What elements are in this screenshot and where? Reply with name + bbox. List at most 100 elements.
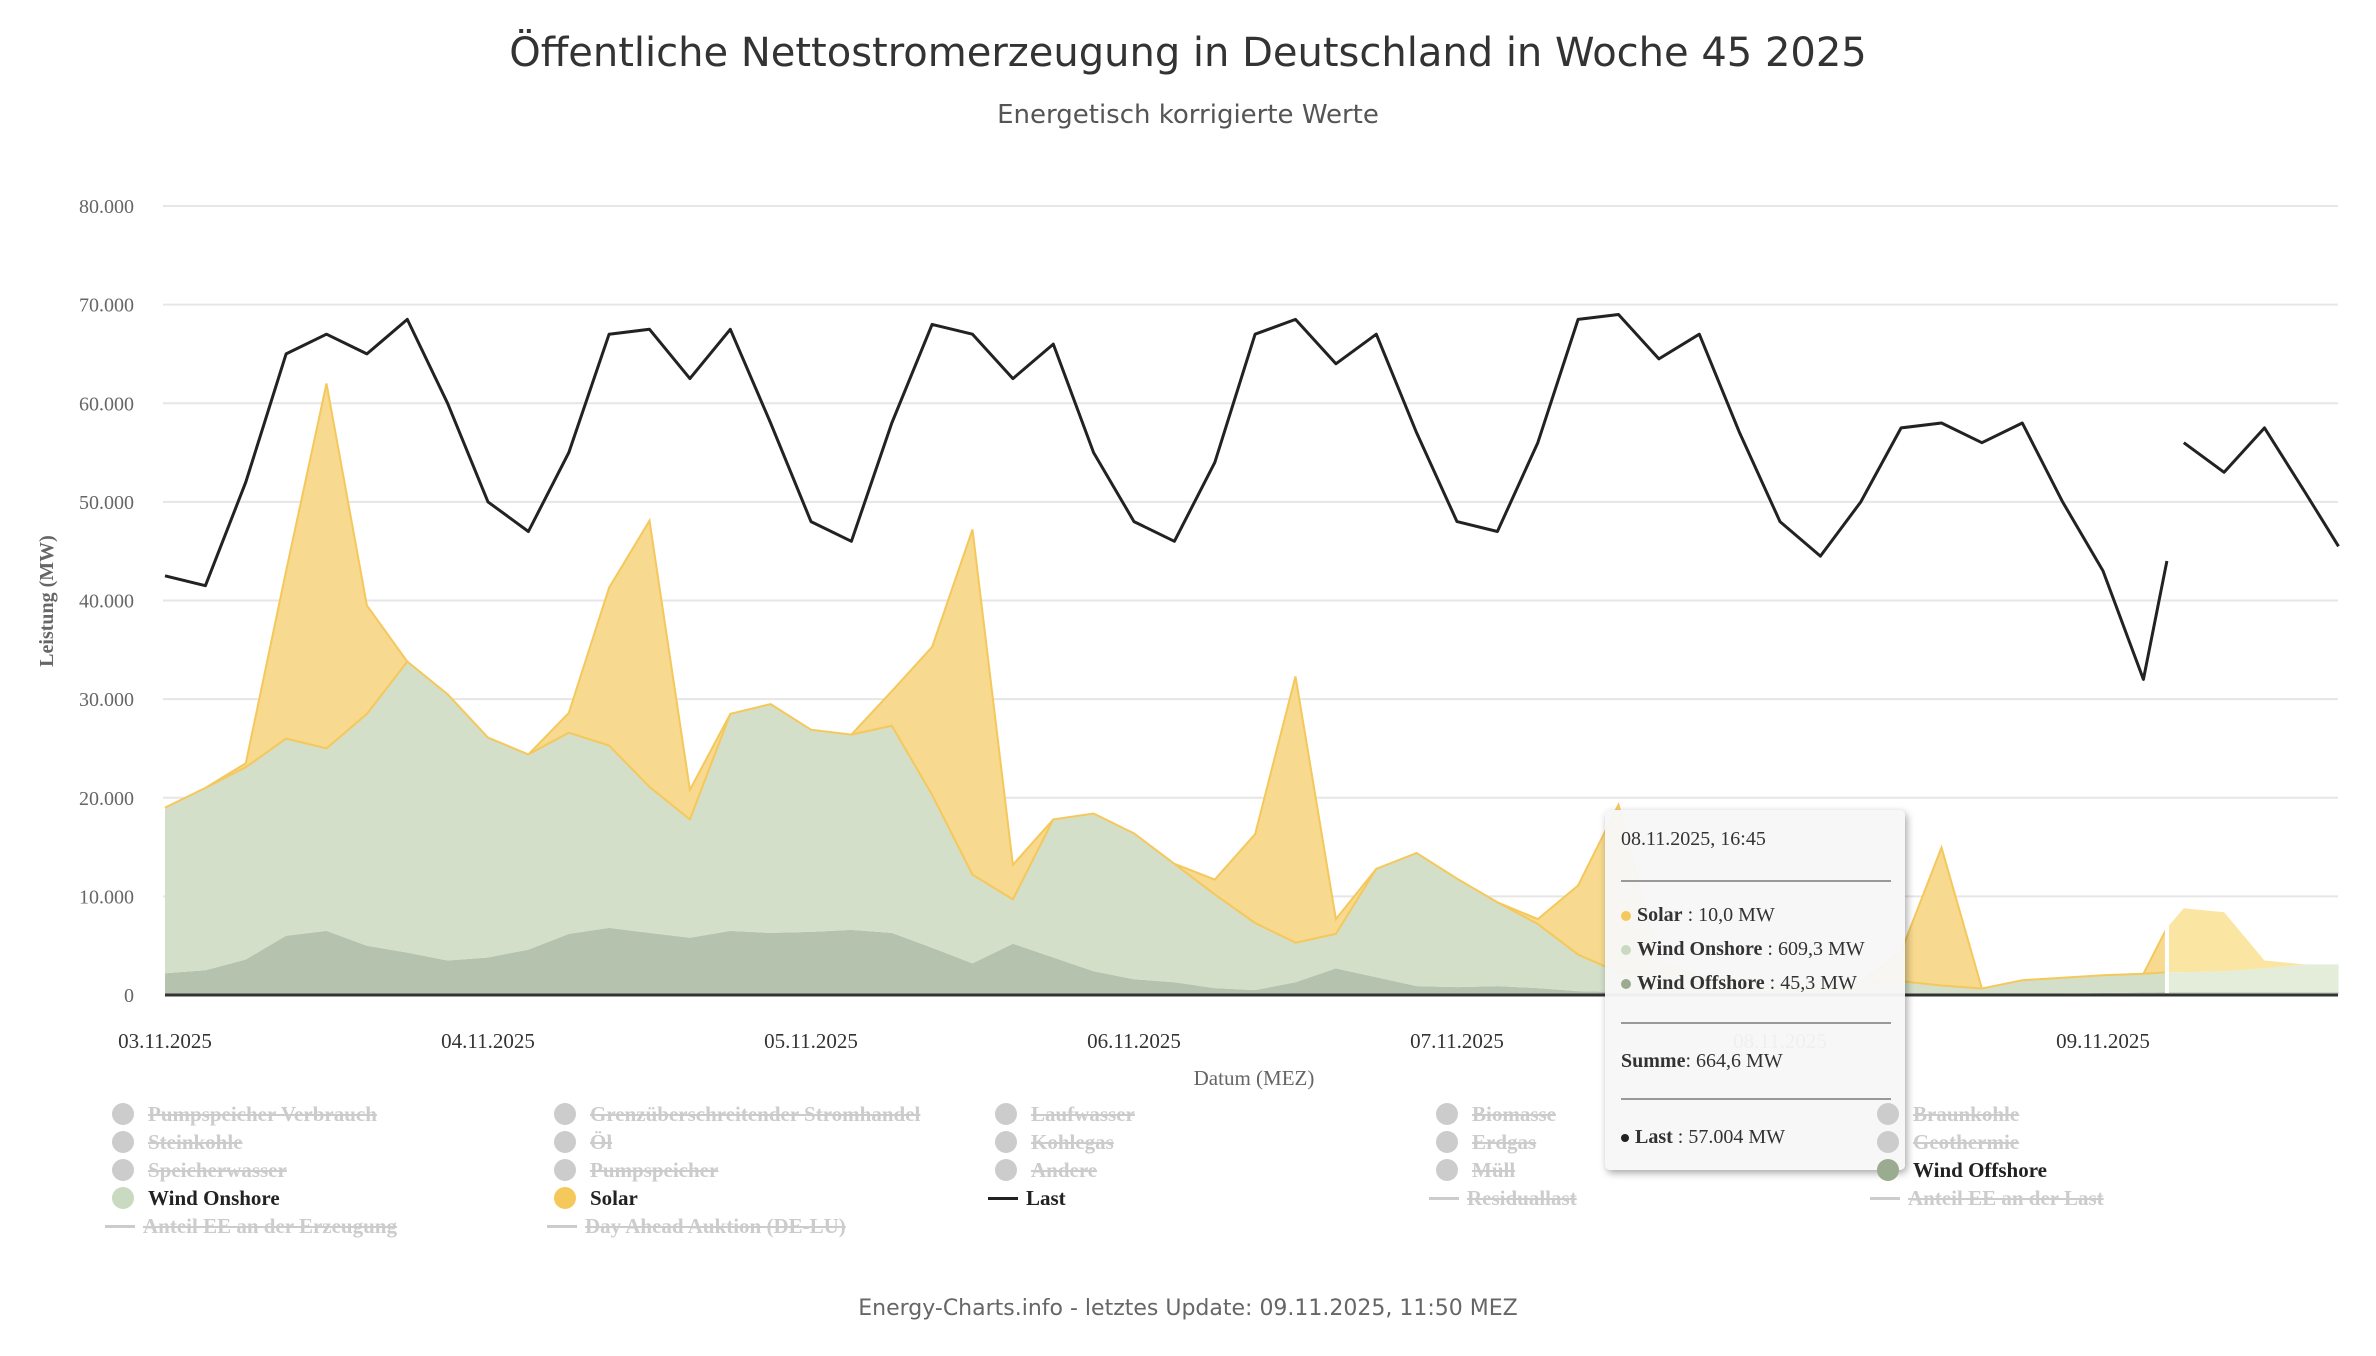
tooltip-row-solar: Solar : 10,0 MW bbox=[1621, 904, 1775, 927]
tooltip-row-wind-offshore: Wind Offshore : 45,3 MW bbox=[1621, 972, 1857, 995]
legend-line-icon bbox=[105, 1224, 135, 1228]
legend-dot-icon bbox=[995, 1103, 1017, 1125]
line-last[interactable] bbox=[164, 313, 2169, 681]
legend-label: Wind Onshore bbox=[148, 1185, 280, 1210]
tooltip-series-name: Last bbox=[1635, 1126, 1673, 1148]
x-tick-label: 09.11.2025 bbox=[2056, 1029, 2150, 1053]
legend-label: Last bbox=[1026, 1185, 1066, 1210]
load-line bbox=[164, 313, 2340, 681]
legend-dot-icon bbox=[554, 1103, 576, 1125]
y-tick-label: 40.000 bbox=[79, 591, 134, 613]
legend-label: Andere bbox=[1031, 1157, 1098, 1182]
tooltip-row-wind-onshore: Wind Onshore : 609,3 MW bbox=[1621, 938, 1865, 961]
legend-line-icon bbox=[988, 1196, 1018, 1200]
area-solar-forecast[interactable] bbox=[2166, 908, 2339, 973]
area-wind-onshore-forecast[interactable] bbox=[2166, 964, 2339, 992]
x-tick-label: 06.11.2025 bbox=[1087, 1029, 1181, 1053]
chart-plot[interactable]: 0 10.000 20.000 30.000 40.000 50.000 60.000 70.… bbox=[0, 0, 2376, 1100]
legend-dot-icon bbox=[112, 1131, 134, 1153]
legend-label: Müll bbox=[1472, 1157, 1516, 1182]
legend-item-anteil-ee-an-der-last[interactable]: Anteil EE an der Last bbox=[1870, 1184, 2104, 1212]
legend-dot-icon bbox=[554, 1187, 576, 1209]
y-tick-label: 60.000 bbox=[79, 393, 134, 415]
footer-credit: Energy-Charts.info - letztes Update: 09.… bbox=[858, 1296, 1518, 1321]
area-wind-onshore[interactable] bbox=[165, 661, 2167, 995]
legend-label: Erdgas bbox=[1472, 1129, 1537, 1154]
chart-legend: Pumpspeicher Verbrauch Grenzüberschreiten… bbox=[0, 1100, 2376, 1250]
legend-label: Öl bbox=[590, 1129, 613, 1154]
legend-label: Residuallast bbox=[1467, 1185, 1577, 1210]
tooltip-series-value: 10,0 MW bbox=[1698, 904, 1775, 926]
legend-item-biomasse[interactable]: Biomasse bbox=[1434, 1100, 1556, 1128]
chart-title: Öffentliche Nettostromerzeugung in Deuts… bbox=[509, 30, 1867, 76]
legend-dot-icon bbox=[1436, 1131, 1458, 1153]
legend-label: Pumpspeicher Verbrauch bbox=[148, 1101, 377, 1126]
line-last-forecast[interactable] bbox=[2182, 426, 2340, 548]
wind-offshore-dot-icon bbox=[1621, 979, 1631, 990]
legend-item-laufwasser[interactable]: Laufwasser bbox=[993, 1100, 1135, 1128]
legend-dot-icon bbox=[554, 1131, 576, 1153]
tooltip-sum: Summe: 664,6 MW bbox=[1621, 1050, 1783, 1072]
legend-line-icon bbox=[1429, 1196, 1459, 1200]
legend-item-steinkohle[interactable]: Steinkohle bbox=[110, 1128, 243, 1156]
legend-item-residuallast[interactable]: Residuallast bbox=[1429, 1184, 1577, 1212]
legend-label: Steinkohle bbox=[148, 1129, 243, 1154]
tooltip-row-last: Last : 57.004 MW bbox=[1621, 1126, 1785, 1149]
legend-item-solar[interactable]: Solar bbox=[552, 1184, 638, 1212]
legend-label: Wind Offshore bbox=[1913, 1157, 2047, 1182]
x-tick-label: 03.11.2025 bbox=[118, 1029, 212, 1053]
tooltip-series-name: Solar bbox=[1637, 904, 1683, 926]
legend-line-icon bbox=[1870, 1196, 1900, 1200]
legend-item-pumpspeicher-verbrauch[interactable]: Pumpspeicher Verbrauch bbox=[110, 1100, 377, 1128]
y-tick-label: 30.000 bbox=[79, 689, 134, 711]
legend-item-pumpspeicher[interactable]: Pumpspeicher bbox=[552, 1156, 718, 1184]
area-wind-offshore[interactable] bbox=[165, 927, 2167, 995]
y-axis-ticks: 0 10.000 20.000 30.000 40.000 50.000 60.000 70.… bbox=[79, 196, 134, 1007]
legend-label: Day Ahead Auktion (DE-LU) bbox=[585, 1213, 846, 1238]
x-tick-label: 07.11.2025 bbox=[1410, 1029, 1504, 1053]
legend-item-speicherwasser[interactable]: Speicherwasser bbox=[110, 1156, 287, 1184]
legend-item-grenzüberschreitender-stromhandel[interactable]: Grenzüberschreitender Stromhandel bbox=[552, 1100, 920, 1128]
legend-dot-icon bbox=[1877, 1131, 1899, 1153]
legend-item-geothermie[interactable]: Geothermie bbox=[1875, 1128, 2019, 1156]
legend-dot-icon bbox=[112, 1187, 134, 1209]
legend-item-last[interactable]: Last bbox=[988, 1184, 1066, 1212]
tooltip-series-name: Wind Offshore bbox=[1637, 972, 1765, 994]
legend-label: Anteil EE an der Last bbox=[1908, 1185, 2104, 1210]
legend-dot-icon bbox=[1877, 1103, 1899, 1125]
legend-label: Speicherwasser bbox=[148, 1157, 287, 1182]
y-axis-title: Leistung (MW) bbox=[36, 535, 58, 667]
legend-item-öl[interactable]: Öl bbox=[552, 1128, 612, 1156]
legend-item-andere[interactable]: Andere bbox=[993, 1156, 1097, 1184]
x-tick-label: 04.11.2025 bbox=[441, 1029, 535, 1053]
y-tick-label: 20.000 bbox=[79, 788, 134, 810]
y-tick-label: 0 bbox=[124, 985, 134, 1007]
chart-subtitle: Energetisch korrigierte Werte bbox=[997, 100, 1379, 130]
legend-item-kohlegas[interactable]: Kohlegas bbox=[993, 1128, 1114, 1156]
y-tick-label: 70.000 bbox=[79, 295, 134, 317]
legend-item-day-ahead-auktion-de-lu[interactable]: Day Ahead Auktion (DE-LU) bbox=[547, 1212, 846, 1240]
solar-dot-icon bbox=[1621, 911, 1631, 922]
tooltip-divider bbox=[1621, 880, 1891, 882]
legend-dot-icon bbox=[554, 1159, 576, 1181]
legend-item-erdgas[interactable]: Erdgas bbox=[1434, 1128, 1536, 1156]
tooltip-series-value: 45,3 MW bbox=[1780, 972, 1857, 994]
legend-label: Pumpspeicher bbox=[590, 1157, 719, 1182]
y-tick-label: 80.000 bbox=[79, 196, 134, 218]
tooltip-series-value: 609,3 MW bbox=[1777, 938, 1865, 960]
legend-dot-icon bbox=[995, 1159, 1017, 1181]
legend-item-wind-offshore[interactable]: Wind Offshore bbox=[1875, 1156, 2047, 1184]
legend-item-braunkohle[interactable]: Braunkohle bbox=[1875, 1100, 2019, 1128]
tooltip-series-name: Wind Onshore bbox=[1637, 938, 1763, 960]
tooltip-divider bbox=[1621, 1098, 1891, 1100]
legend-label: Geothermie bbox=[1913, 1129, 2020, 1154]
legend-item-wind-onshore[interactable]: Wind Onshore bbox=[110, 1184, 280, 1212]
legend-item-müll[interactable]: Müll bbox=[1434, 1156, 1515, 1184]
legend-label: Solar bbox=[590, 1185, 638, 1210]
legend-label: Anteil EE an der Erzeugung bbox=[143, 1213, 397, 1238]
legend-label: Grenzüberschreitender Stromhandel bbox=[590, 1101, 921, 1126]
tooltip-date: 08.11.2025, 16:45 bbox=[1621, 828, 1766, 850]
legend-label: Laufwasser bbox=[1031, 1101, 1135, 1126]
wind-onshore-dot-icon bbox=[1621, 945, 1631, 956]
legend-item-anteil-ee-an-der-erzeugung[interactable]: Anteil EE an der Erzeugung bbox=[105, 1212, 397, 1240]
